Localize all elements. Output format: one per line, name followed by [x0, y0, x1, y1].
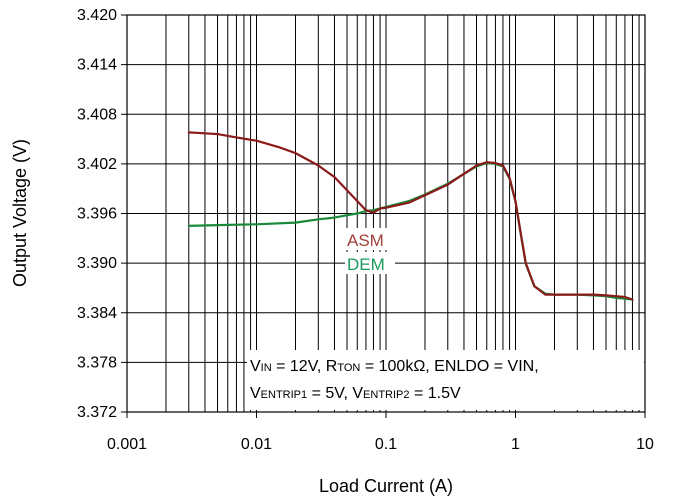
y-tick-label: 3.402	[77, 156, 117, 173]
condition-text: = 100kΩ, ENLDO = VIN,	[360, 358, 538, 375]
subscript-text: TON	[337, 362, 360, 374]
y-tick-label: 3.414	[77, 57, 117, 74]
condition-text: = 5V, V	[307, 385, 363, 402]
series-lines	[187, 131, 634, 301]
dem-label-bg	[345, 252, 395, 274]
x-tick-label: 0.1	[375, 436, 397, 453]
y-tick-labels: 3.420 3.414 3.408 3.402 3.396 3.390 3.384 3.378…	[77, 7, 127, 421]
y-tick-label: 3.384	[77, 305, 117, 322]
conditions-line-1: VIN = 12V, RTON = 100kΩ, ENLDO = VIN,	[250, 358, 539, 375]
subscript-text: ENTRIP1	[261, 389, 307, 401]
condition-text: = 1.5V	[410, 385, 461, 402]
asm-label-bg	[345, 228, 395, 250]
condition-text: V	[250, 358, 261, 375]
y-tick-label: 3.390	[77, 255, 117, 272]
x-tick-label: 10	[636, 436, 654, 453]
series-line-dem	[187, 161, 634, 301]
y-tick-label: 3.396	[77, 206, 117, 223]
x-tick-label: 0.01	[241, 436, 272, 453]
y-tick-label: 3.372	[77, 404, 117, 421]
x-tick-label: 0.001	[107, 436, 147, 453]
subscript-text: ENTRIP2	[363, 389, 409, 401]
x-tick-label: 1	[511, 436, 520, 453]
dem-label: DEM	[347, 255, 385, 274]
series-line-asm	[187, 131, 634, 301]
condition-text: V	[250, 385, 261, 402]
condition-text: = 12V, R	[272, 358, 338, 375]
x-tick-labels: 0.001 0.01 0.1 1 10	[107, 412, 654, 453]
x-axis-label: Load Current (A)	[319, 476, 453, 496]
subscript-text: IN	[261, 362, 272, 374]
y-tick-label: 3.420	[77, 7, 117, 24]
asm-label: ASM	[347, 231, 384, 250]
y-axis-label: Output Voltage (V)	[10, 139, 30, 287]
y-tick-label: 3.378	[77, 354, 117, 371]
y-tick-label: 3.408	[77, 106, 117, 123]
conditions-box-bg	[247, 350, 644, 410]
conditions-line-2: VENTRIP1 = 5V, VENTRIP2 = 1.5V	[250, 385, 461, 402]
